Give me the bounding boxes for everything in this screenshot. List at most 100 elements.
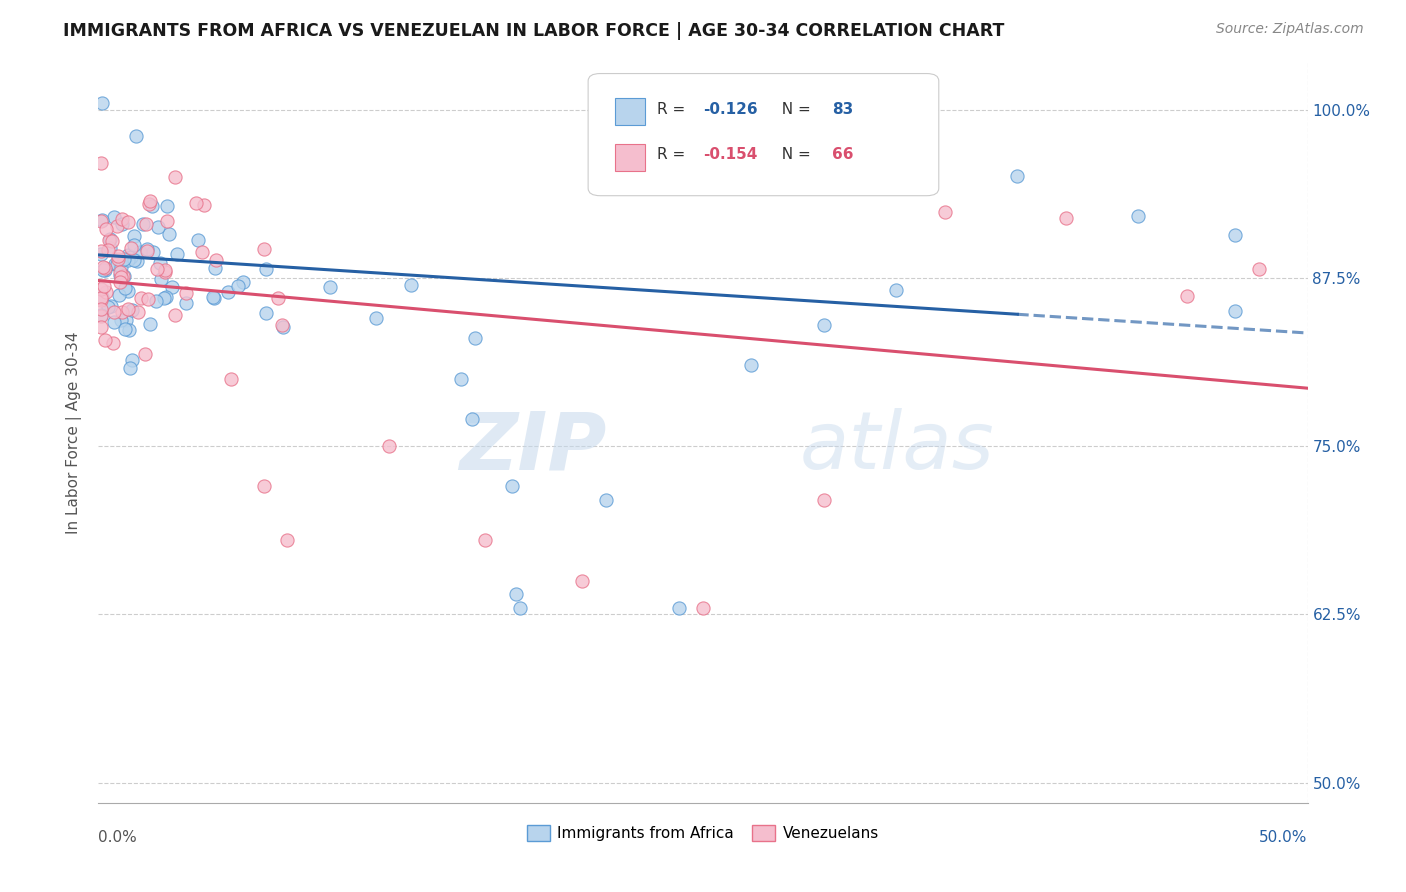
Point (97, 233, 120, 247)
Point (117, 215, 139, 229)
Point (125, 129, 148, 144)
FancyBboxPatch shape (614, 145, 645, 170)
Text: IMMIGRANTS FROM AFRICA VS VENEZUELAN IN LABOR FORCE | AGE 30-34 CORRELATION CHAR: IMMIGRANTS FROM AFRICA VS VENEZUELAN IN … (63, 22, 1005, 40)
Point (117, 248, 139, 262)
Point (1007, 169, 1029, 183)
Point (156, 214, 179, 228)
Point (97, 244, 120, 258)
Y-axis label: In Labor Force | Age 30-34: In Labor Force | Age 30-34 (66, 331, 83, 534)
Point (886, 283, 908, 297)
Point (145, 293, 167, 308)
Point (1175, 289, 1198, 303)
Point (90, 309, 112, 323)
Point (110, 268, 132, 283)
Point (146, 262, 169, 277)
Point (270, 318, 292, 332)
Point (1223, 228, 1246, 243)
Point (1223, 303, 1246, 318)
Point (276, 533, 298, 548)
Point (107, 249, 129, 263)
Text: N =: N = (772, 102, 815, 117)
Point (96, 221, 118, 235)
Point (105, 256, 128, 270)
Point (98, 241, 121, 255)
Point (204, 261, 226, 276)
Point (136, 242, 159, 256)
Point (176, 296, 198, 310)
Point (201, 290, 224, 304)
Point (90, 214, 112, 228)
Point (121, 303, 143, 318)
Point (165, 308, 187, 322)
Point (450, 372, 472, 386)
Point (193, 198, 215, 212)
Point (120, 241, 142, 255)
Point (148, 219, 170, 234)
Point (152, 291, 174, 305)
Point (1054, 211, 1077, 226)
Point (122, 252, 145, 267)
Point (103, 305, 125, 319)
Text: 66: 66 (832, 147, 853, 162)
Point (108, 265, 131, 279)
Point (668, 600, 690, 615)
Point (101, 336, 124, 351)
Point (1128, 210, 1150, 224)
Point (509, 600, 531, 615)
Point (364, 310, 387, 325)
Point (501, 479, 523, 493)
Point (253, 479, 276, 493)
Point (139, 317, 162, 331)
Point (377, 439, 399, 453)
Point (136, 244, 159, 259)
Point (90, 320, 112, 334)
Point (94, 260, 117, 275)
Text: Source: ZipAtlas.com: Source: ZipAtlas.com (1216, 22, 1364, 37)
Point (114, 322, 136, 336)
Point (122, 228, 145, 243)
Point (176, 286, 198, 301)
Point (254, 261, 277, 276)
Point (94, 285, 117, 299)
Point (117, 252, 139, 267)
Point (318, 279, 340, 293)
Text: ZIP: ZIP (458, 409, 606, 486)
Point (118, 323, 141, 337)
Point (740, 359, 762, 373)
Text: -0.154: -0.154 (703, 147, 758, 162)
Point (474, 533, 496, 548)
Text: -0.126: -0.126 (703, 102, 758, 117)
Point (186, 234, 208, 248)
Point (90, 291, 112, 305)
Point (117, 284, 139, 298)
Point (101, 235, 124, 249)
Point (111, 268, 134, 283)
Point (112, 252, 135, 267)
Point (226, 278, 249, 293)
Point (132, 217, 155, 231)
Point (149, 256, 172, 270)
Point (129, 291, 152, 305)
Point (595, 492, 617, 507)
Point (165, 170, 187, 185)
Point (98, 231, 121, 245)
Point (399, 277, 422, 292)
Point (104, 258, 127, 272)
Point (1249, 262, 1271, 277)
Point (111, 211, 134, 226)
Point (934, 205, 956, 219)
Point (142, 245, 165, 260)
Point (110, 312, 132, 326)
Point (157, 227, 180, 242)
FancyBboxPatch shape (614, 98, 645, 125)
Point (138, 196, 160, 211)
Point (160, 280, 183, 294)
Point (156, 199, 179, 213)
Point (155, 263, 177, 277)
Point (91, 290, 114, 304)
Point (505, 587, 527, 601)
Point (112, 269, 135, 284)
Point (91, 260, 114, 275)
Point (155, 290, 177, 304)
Point (114, 281, 136, 295)
